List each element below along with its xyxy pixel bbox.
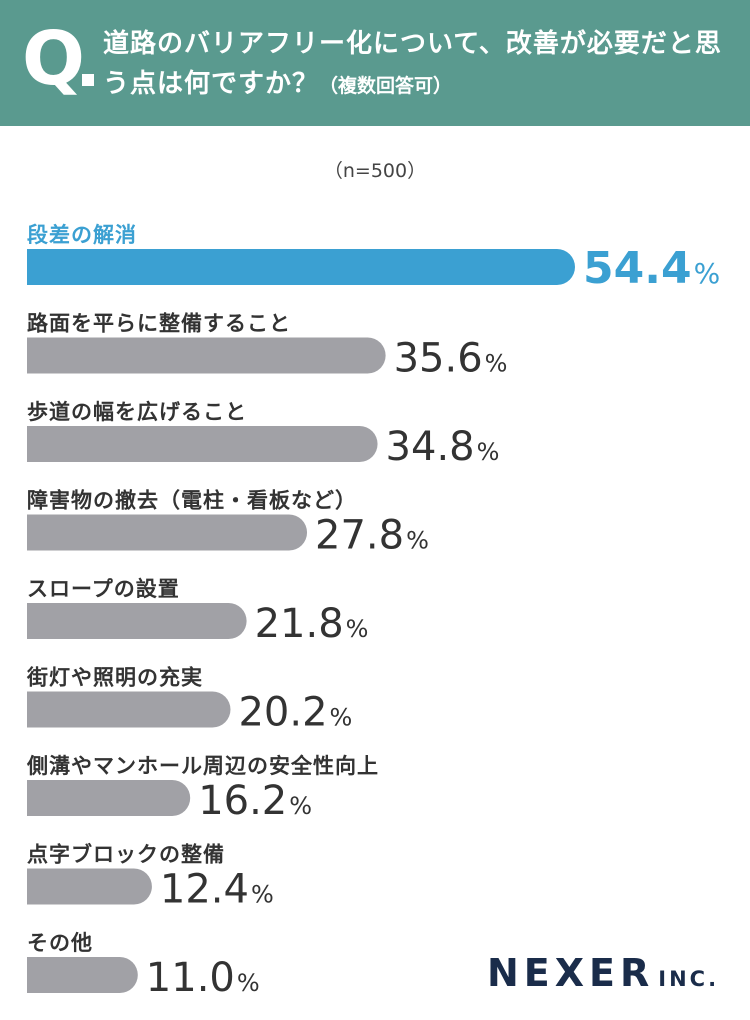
question-header: Q 道路のバリアフリー化について、改善が必要だと思う点は何ですか？（複数回答可） [0,0,750,126]
value-label: 35.6% [394,336,508,382]
value-label: 20.2% [238,690,352,736]
bar [27,603,247,639]
question-main: 道路のバリアフリー化について、改善が必要だと思う点は何ですか？ [103,29,722,99]
value-label: 27.8% [315,513,429,559]
category-label: 路面を平らに整備すること [27,312,291,336]
bar [27,249,575,285]
bar [27,780,191,816]
q-dot [82,74,94,86]
category-label: 側溝やマンホール周辺の安全性向上 [26,754,379,778]
bar-base [27,603,63,639]
category-label: 障害物の撤去（電柱・看板など） [27,489,357,513]
value-label: 34.8% [386,424,500,470]
value-label: 12.4% [160,867,274,913]
question-note: （複数回答可） [319,75,453,97]
bar [27,426,378,462]
bar-base [27,868,63,905]
category-label: スロープの設置 [27,577,180,601]
bar-base [27,337,63,374]
question-text: 道路のバリアフリー化について、改善が必要だと思う点は何ですか？（複数回答可） [103,24,743,106]
bar [27,514,308,551]
nexer-logo: NEXER INC. [487,951,719,995]
logo-name: NEXER [487,951,655,995]
value-label: 54.4% [583,243,720,294]
value-label: 16.2% [198,778,312,824]
bar-base [27,426,63,462]
bar-base [27,514,63,551]
value-label: 11.0% [146,955,260,1001]
q-mark: Q [22,16,85,102]
bar-base [27,957,63,993]
category-label: 歩道の幅を広げること [27,400,247,424]
category-label: 点字ブロックの整備 [27,843,225,867]
bar [27,337,386,374]
value-label: 21.8% [255,601,369,647]
bar-base [27,249,63,285]
bar [27,691,231,728]
bar-base [27,780,63,816]
bar-base [27,691,63,728]
sample-size: （n=500） [323,160,427,182]
category-label: 段差の解消 [27,223,137,247]
category-label: その他 [27,931,93,955]
logo-suffix: INC. [658,967,720,991]
category-label: 街灯や照明の充実 [26,666,203,690]
